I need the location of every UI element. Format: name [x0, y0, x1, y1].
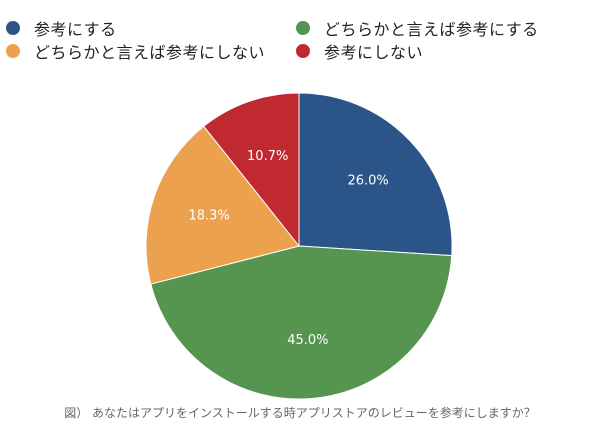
- pie-slice-label-sankou-ni-suru: 26.0%: [347, 174, 388, 189]
- legend-item-sankou-ni-suru: 参考にする: [6, 17, 117, 39]
- legend-swatch: [6, 21, 20, 35]
- chart-caption: 図） あなたはアプリをインストールする時アプリストアのレビューを参考にしますか？: [64, 406, 536, 420]
- pie-slice-label-dochiraka-sankou-ni-shinai: 18.3%: [188, 208, 229, 223]
- legend-swatch: [296, 44, 310, 58]
- legend-label: 参考にしない: [324, 43, 424, 62]
- legend-item-sankou-ni-shinai: 参考にしない: [296, 40, 423, 62]
- pie-slice-dochiraka-sankou-ni-shinai: [145, 125, 300, 285]
- legend-swatch: [6, 44, 20, 58]
- legend-label: どちらかと言えば参考にしない: [34, 43, 266, 62]
- legend-item-dochiraka-sankou-ni-shinai: どちらかと言えば参考にしない: [6, 40, 265, 62]
- legend-label: 参考にする: [34, 20, 117, 39]
- pie-slice-sankou-ni-shinai: [203, 92, 300, 248]
- legend: 参考にする どちらかと言えば参考にする どちらかと言えば参考にしない 参考にしな…: [0, 0, 600, 64]
- pie-slice-label-sankou-ni-shinai: 10.7%: [247, 149, 288, 164]
- pie-slice-label-dochiraka-sankou-ni-suru: 45.0%: [287, 333, 328, 348]
- pie-slice-sankou-ni-suru: [298, 92, 453, 257]
- legend-swatch: [296, 21, 310, 35]
- pie-slice-dochiraka-sankou-ni-suru: [150, 245, 453, 400]
- legend-item-dochiraka-sankou-ni-suru: どちらかと言えば参考にする: [296, 17, 539, 39]
- legend-label: どちらかと言えば参考にする: [324, 20, 539, 39]
